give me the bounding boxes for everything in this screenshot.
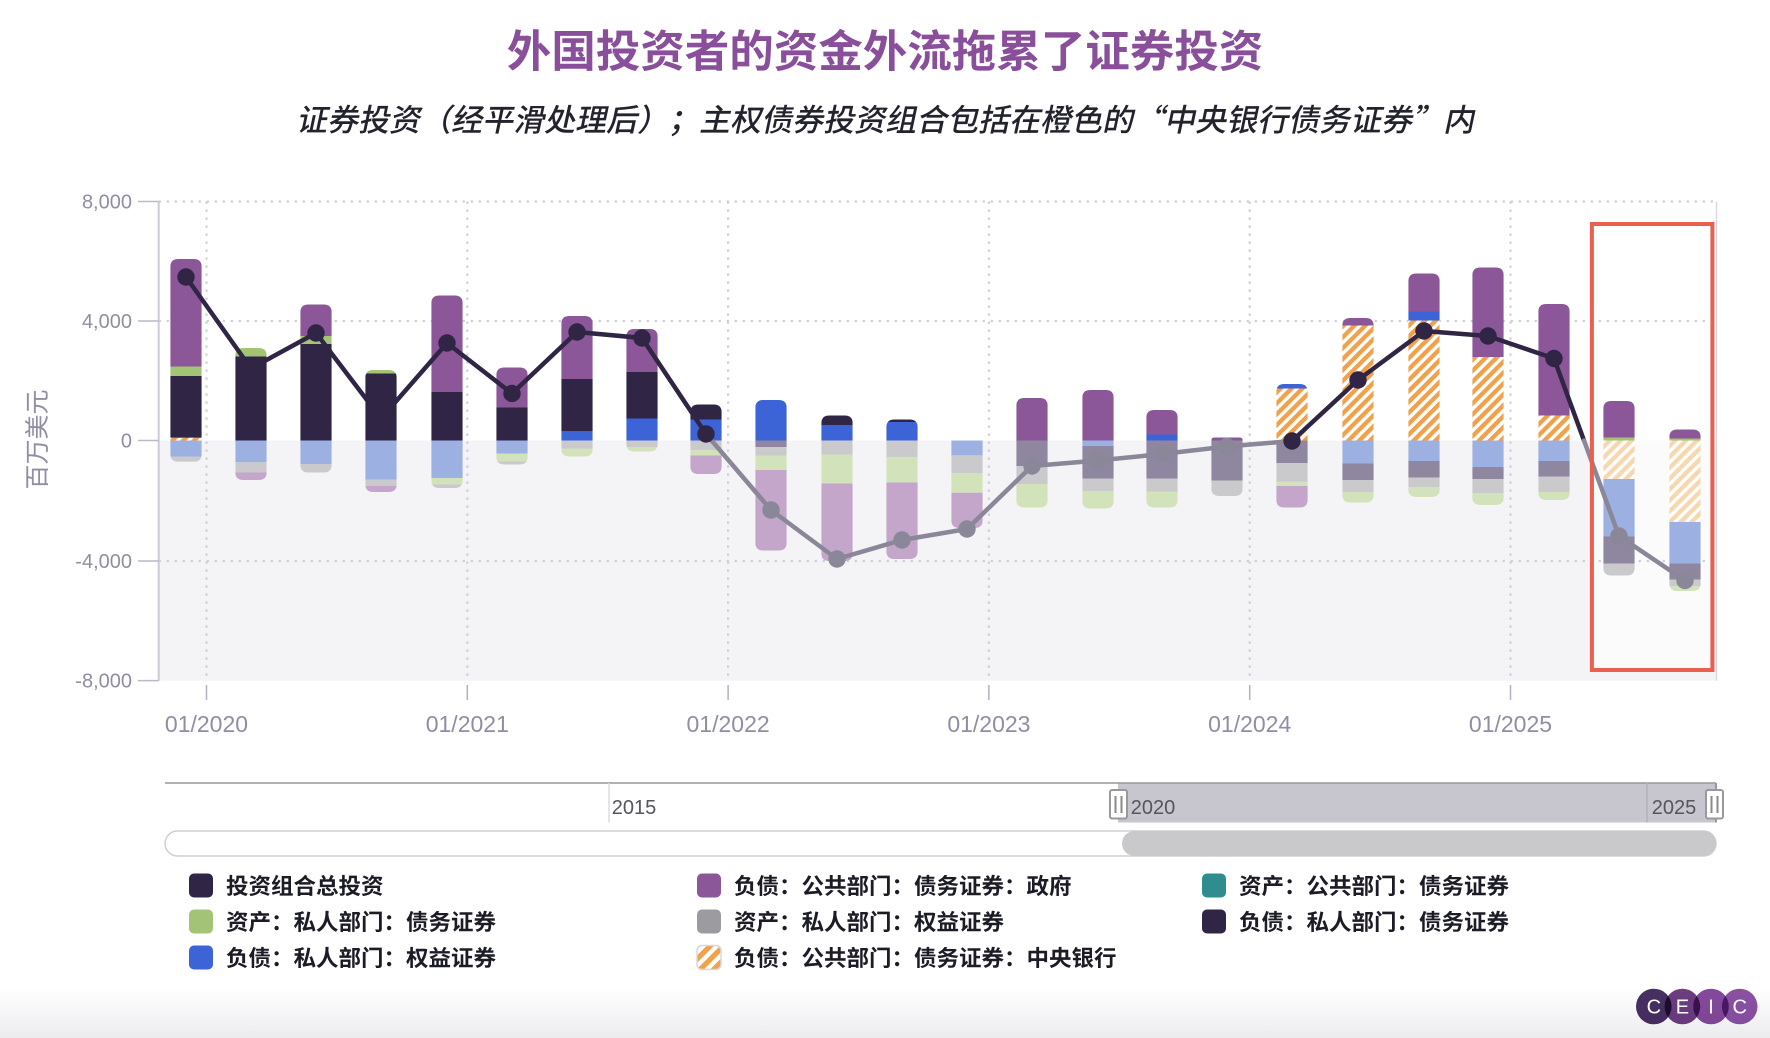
svg-text:2025: 2025 [1652,797,1697,819]
svg-text:01/2025: 01/2025 [1469,711,1552,737]
svg-text:8,000: 8,000 [82,192,132,214]
svg-text:2020: 2020 [1131,797,1176,819]
svg-text:01/2023: 01/2023 [947,711,1030,737]
svg-text:-4,000: -4,000 [75,551,132,573]
svg-text:01/2022: 01/2022 [687,711,770,737]
svg-text:01/2021: 01/2021 [426,711,509,737]
svg-text:I: I [1708,997,1714,1019]
svg-text:01/2020: 01/2020 [165,711,248,737]
svg-text:2015: 2015 [612,797,657,819]
svg-text:C: C [1647,997,1661,1019]
svg-text:4,000: 4,000 [82,311,132,333]
svg-text:-8,000: -8,000 [75,671,132,693]
svg-text:0: 0 [121,431,132,453]
svg-text:E: E [1676,997,1689,1019]
svg-text:C: C [1732,997,1746,1019]
svg-text:01/2024: 01/2024 [1208,711,1291,737]
